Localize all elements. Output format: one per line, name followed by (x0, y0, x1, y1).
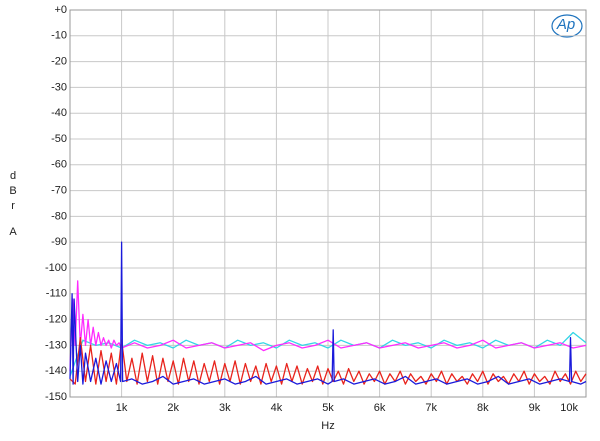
y-tick-label: -80 (51, 210, 67, 222)
x-tick-label: 5k (322, 402, 334, 414)
plot-frame (69, 9, 587, 398)
y-tick-label: -70 (51, 185, 67, 197)
y-tick-label: -130 (45, 339, 67, 351)
series-line (69, 331, 587, 377)
y-axis-label: dBr (7, 170, 19, 215)
x-tick-label: 3k (219, 402, 231, 414)
x-tick-label: 6k (374, 402, 386, 414)
y-tick-label: -90 (51, 236, 67, 248)
x-tick-label: 8k (477, 402, 489, 414)
x-tick-label: 7k (425, 402, 437, 414)
series-line (69, 280, 587, 372)
series-line (69, 337, 587, 385)
y-tick-label: -40 (51, 107, 67, 119)
y-tick-label: -60 (51, 159, 67, 171)
x-tick-label: 2k (167, 402, 179, 414)
x-tick-label: 1k (116, 402, 128, 414)
y-tick-label: -50 (51, 133, 67, 145)
x-tick-label: 10k (560, 402, 578, 414)
y-tick-label: -10 (51, 30, 67, 42)
x-tick-label: 4k (271, 402, 283, 414)
y-axis-unit: A (9, 226, 17, 238)
y-tick-label: -20 (51, 56, 67, 68)
y-tick-label: -150 (45, 391, 67, 403)
y-tick-label: -110 (46, 288, 67, 300)
y-tick-label: -30 (51, 81, 67, 93)
y-tick-label: -100 (45, 262, 67, 274)
x-axis-label: Hz (321, 420, 334, 432)
y-tick-label: -140 (45, 365, 67, 377)
logo-text: Ap (556, 16, 575, 33)
y-tick-label: +0 (54, 4, 67, 16)
series-line (69, 241, 587, 385)
logo-ring (551, 14, 583, 38)
x-tick-label: 9k (529, 402, 541, 414)
y-tick-label: -120 (45, 314, 67, 326)
logo: Ap (551, 14, 583, 38)
